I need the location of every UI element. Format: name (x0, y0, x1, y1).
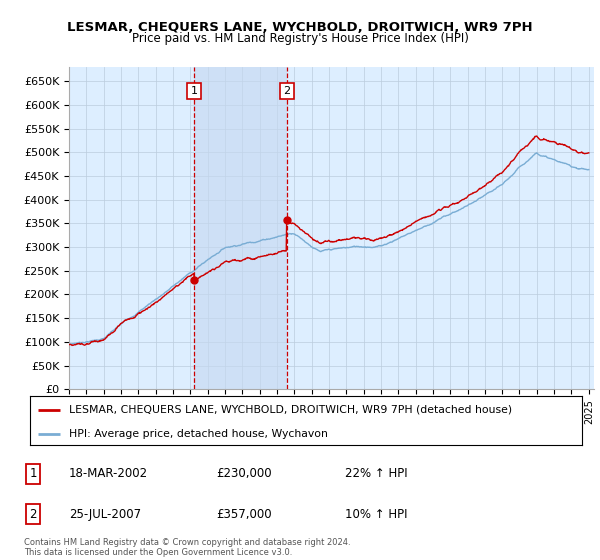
Text: 10% ↑ HPI: 10% ↑ HPI (345, 507, 407, 521)
Text: 1: 1 (29, 467, 37, 480)
Text: £230,000: £230,000 (216, 467, 272, 480)
Text: LESMAR, CHEQUERS LANE, WYCHBOLD, DROITWICH, WR9 7PH: LESMAR, CHEQUERS LANE, WYCHBOLD, DROITWI… (67, 21, 533, 34)
Bar (194, 67, 287, 389)
Text: HPI: Average price, detached house, Wychavon: HPI: Average price, detached house, Wych… (68, 430, 328, 440)
Text: 22% ↑ HPI: 22% ↑ HPI (345, 467, 407, 480)
Text: 25-JUL-2007: 25-JUL-2007 (69, 507, 141, 521)
Text: 2: 2 (283, 86, 290, 96)
Text: 18-MAR-2002: 18-MAR-2002 (69, 467, 148, 480)
Text: LESMAR, CHEQUERS LANE, WYCHBOLD, DROITWICH, WR9 7PH (detached house): LESMAR, CHEQUERS LANE, WYCHBOLD, DROITWI… (68, 405, 512, 415)
Text: Price paid vs. HM Land Registry's House Price Index (HPI): Price paid vs. HM Land Registry's House … (131, 32, 469, 45)
Text: £357,000: £357,000 (216, 507, 272, 521)
Text: Contains HM Land Registry data © Crown copyright and database right 2024.
This d: Contains HM Land Registry data © Crown c… (24, 538, 350, 557)
Text: 2: 2 (29, 507, 37, 521)
Text: 1: 1 (190, 86, 197, 96)
